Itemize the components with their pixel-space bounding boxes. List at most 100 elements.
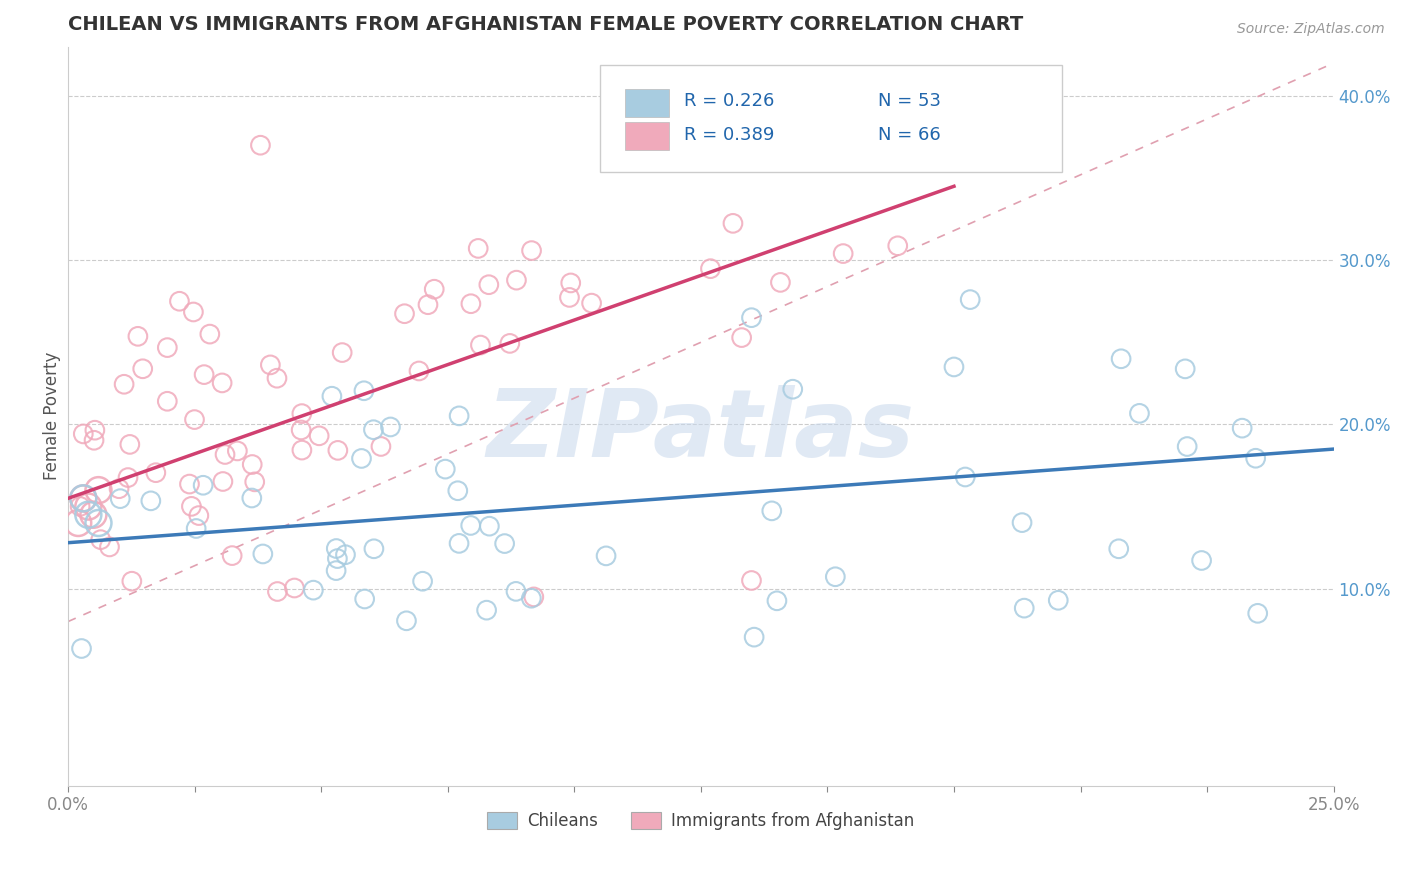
Point [416,298,439,312]
Point [467,241,489,255]
Point [959,293,981,307]
Point [191,478,214,492]
Bar [624,122,669,150]
Point [180,500,202,514]
Point [186,521,208,535]
Point [520,244,543,258]
Point [1175,440,1198,454]
Point [240,491,263,505]
Point [83,423,105,437]
Point [740,574,762,588]
Point [353,592,375,607]
Point [179,477,201,491]
Text: R = 0.226: R = 0.226 [685,93,775,111]
Point [77,500,100,514]
Point [380,420,402,434]
Text: CHILEAN VS IMMIGRANTS FROM AFGHANISTAN FEMALE POVERTY CORRELATION CHART: CHILEAN VS IMMIGRANTS FROM AFGHANISTAN F… [67,15,1024,34]
Point [832,246,855,260]
Point [266,584,288,599]
Point [67,516,90,530]
Point [90,533,112,547]
Point [69,500,91,514]
Point [252,547,274,561]
Point [595,549,617,563]
Point [943,359,966,374]
Point [1012,601,1035,615]
Point [350,451,373,466]
Bar [624,89,669,117]
Point [363,541,385,556]
Y-axis label: Female Poverty: Female Poverty [44,352,60,481]
Point [740,310,762,325]
Point [325,564,347,578]
Point [72,491,94,506]
Point [82,508,104,522]
Text: ZIPatlas: ZIPatlas [486,385,915,477]
Point [721,216,744,230]
Point [1011,516,1033,530]
Point [335,548,357,562]
Point [470,338,492,352]
FancyBboxPatch shape [599,65,1062,172]
Point [118,437,141,451]
Point [447,483,470,498]
Point [1230,421,1253,435]
Point [478,519,501,533]
Point [321,389,343,403]
Legend: Chileans, Immigrants from Afghanistan: Chileans, Immigrants from Afghanistan [481,805,921,837]
Point [139,493,162,508]
Point [769,276,792,290]
Point [266,371,288,385]
Point [460,296,482,310]
Point [127,329,149,343]
Point [83,434,105,448]
Point [1244,451,1267,466]
Point [782,382,804,396]
Point [505,273,527,287]
Point [363,423,385,437]
Point [505,584,527,599]
Point [98,540,121,554]
Point [110,491,132,506]
Point [326,551,349,566]
Point [1247,607,1270,621]
Point [887,239,910,253]
Point [132,361,155,376]
Point [302,583,325,598]
Point [447,536,470,550]
Point [353,384,375,398]
Point [221,549,243,563]
Point [156,341,179,355]
Point [291,407,314,421]
Point [243,475,266,489]
Point [183,305,205,319]
Point [198,327,221,342]
Point [499,336,522,351]
Point [1109,351,1132,366]
Point [581,296,603,310]
Point [449,409,471,423]
Point [699,261,721,276]
Point [560,276,582,290]
Point [911,128,934,143]
Point [558,290,581,304]
Point [259,358,281,372]
Point [475,603,498,617]
Point [240,458,263,472]
Point [520,591,543,606]
Point [249,138,271,153]
Point [478,277,501,292]
Point [742,630,765,644]
Point [72,426,94,441]
Point [1108,541,1130,556]
Point [187,508,209,523]
Point [1047,593,1070,607]
Point [1191,553,1213,567]
Text: N = 53: N = 53 [877,93,941,111]
Point [77,508,100,522]
Point [112,377,135,392]
Point [1174,362,1197,376]
Point [1128,406,1150,420]
Point [395,614,418,628]
Point [460,518,482,533]
